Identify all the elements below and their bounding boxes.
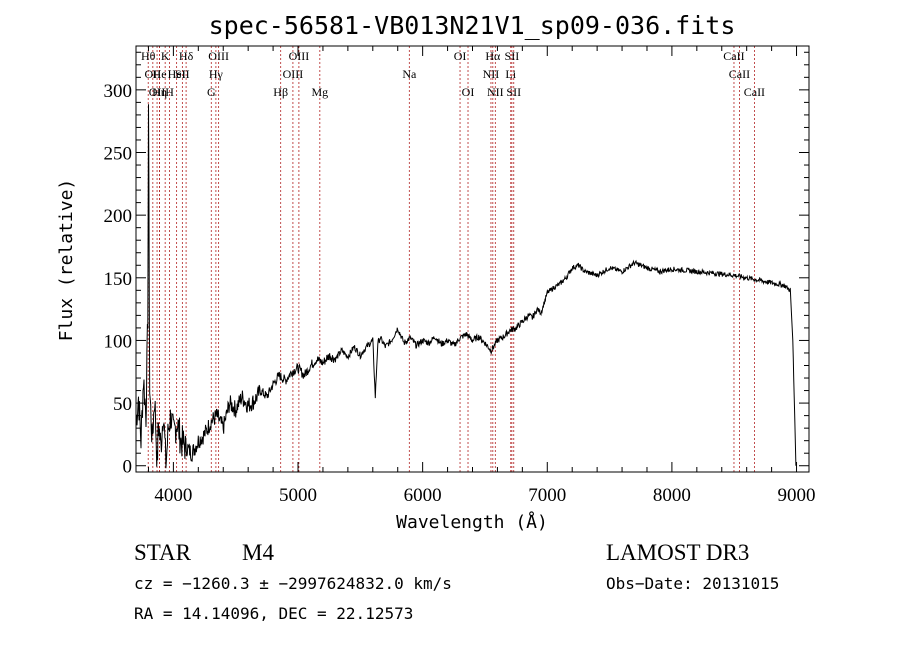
spectral-line-label: CaII xyxy=(729,67,750,81)
y-axis-label: Flux (relative) xyxy=(56,179,77,342)
spectral-line-label: Hγ xyxy=(209,67,224,81)
spectral-line-label: CaII xyxy=(744,85,765,99)
spectral-line-label: OII xyxy=(144,67,161,81)
redshift-line: cz = −1260.3 ± −2997624832.0 km/s xyxy=(134,574,452,593)
spectral-line-label: Hθ xyxy=(141,49,156,63)
spectral-line-label: Hη xyxy=(152,85,167,99)
y-tick-label: 100 xyxy=(104,331,133,352)
x-axis-label: Wavelength (Å) xyxy=(396,511,548,533)
y-tick-label: 200 xyxy=(104,206,133,227)
spectral-line-label: He xyxy=(153,67,167,81)
spectral-line-label: SII xyxy=(175,67,190,81)
spectral-line-label: K xyxy=(161,49,170,63)
spectral-line-label: NII xyxy=(483,67,500,81)
spectral-line-label: CaII xyxy=(723,49,744,63)
y-tick-label: 0 xyxy=(123,457,133,478)
y-axis: 0 50 100 150 200 250 300 xyxy=(104,51,809,478)
spectral-line-label: Hδ xyxy=(179,49,194,63)
x-tick-label: 6000 xyxy=(404,485,442,506)
spectral-line-label: Li xyxy=(505,67,516,81)
spectral-line-label: SII xyxy=(506,85,521,99)
spectral-line-label: OIII xyxy=(283,67,304,81)
spectral-line-label: OIII xyxy=(208,49,229,63)
spectral-line-label: Hβ xyxy=(273,85,288,99)
y-tick-label: 50 xyxy=(113,394,132,415)
chart-title: spec-56581-VB013N21V1_sp09-036.fits xyxy=(209,11,736,40)
x-tick-label: 9000 xyxy=(778,485,816,506)
spectral-line-label: H xyxy=(165,85,174,99)
y-tick-label: 300 xyxy=(104,81,133,102)
spectral-line-markers xyxy=(147,46,755,472)
spectral-line-labels: HθOIIHηOIIHeKHHeISIIHδGHγOIIIHβOIIIOIIIM… xyxy=(141,49,765,99)
survey-name: LAMOST DR3 xyxy=(606,540,749,565)
spectral-line-label: OI xyxy=(462,85,475,99)
spectrum-series-line xyxy=(135,104,797,469)
spectral-line-label: Na xyxy=(402,67,417,81)
spectral-line-label: OI xyxy=(454,49,467,63)
spectral-line-label: OII xyxy=(149,85,166,99)
x-axis: 4000 5000 6000 7000 8000 9000 xyxy=(147,46,816,506)
spectral-line-label: Hα xyxy=(485,49,501,63)
x-tick-label: 7000 xyxy=(528,485,566,506)
x-tick-label: 8000 xyxy=(653,485,691,506)
spectral-line-label: NII xyxy=(487,85,504,99)
y-tick-label: 150 xyxy=(104,269,133,290)
spectral-line-label: SII xyxy=(505,49,520,63)
observation-date: Obs−Date: 20131015 xyxy=(606,574,779,593)
object-class: STAR xyxy=(134,540,192,565)
spectral-line-label: OIII xyxy=(289,49,310,63)
object-subclass: M4 xyxy=(242,540,274,565)
y-tick-label: 250 xyxy=(104,144,133,165)
coordinates-line: RA = 14.14096, DEC = 22.12573 xyxy=(134,604,413,623)
spectral-line-label: Mg xyxy=(311,85,328,99)
x-tick-label: 5000 xyxy=(279,485,317,506)
spectral-line-label: G xyxy=(207,85,216,99)
spectral-line-label: HeI xyxy=(168,67,186,81)
x-tick-label: 4000 xyxy=(154,485,192,506)
